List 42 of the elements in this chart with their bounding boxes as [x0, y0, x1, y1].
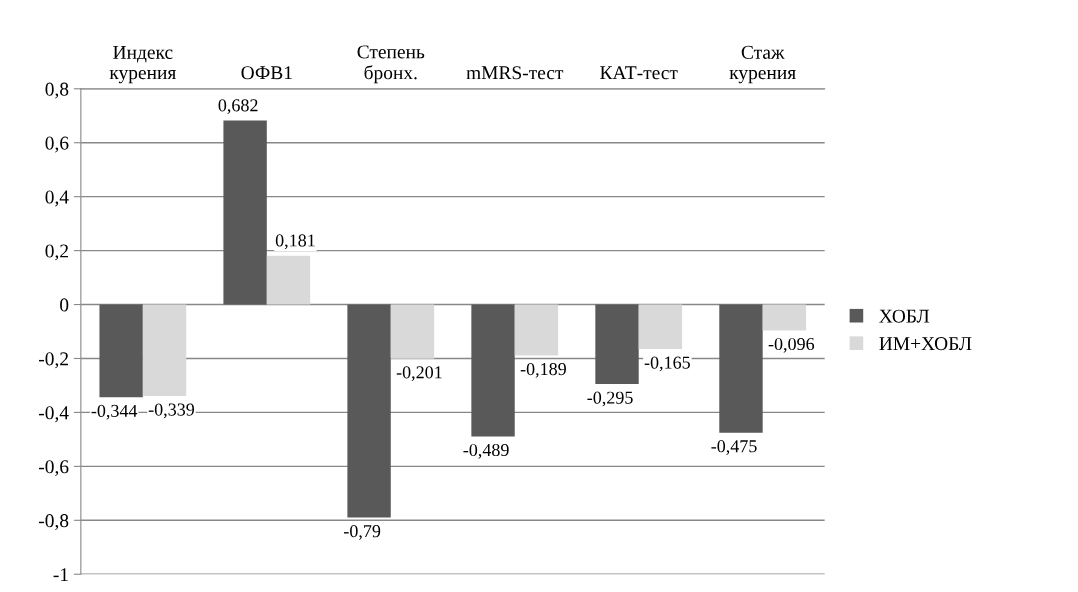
bar	[638, 304, 683, 350]
bar	[719, 304, 763, 433]
data-label: -0,189	[520, 362, 566, 378]
bar	[266, 255, 311, 305]
x-tick-label: КАТ-тест	[600, 66, 678, 80]
data-label: 0,682	[218, 99, 258, 114]
y-tick-label: -0,6	[38, 460, 69, 477]
y-tick-label: 0,6	[45, 136, 69, 153]
legend-label: ИМ+ХОБЛ	[879, 337, 972, 351]
data-label: -0,339	[148, 403, 195, 419]
y-tick-label: -0,8	[38, 514, 69, 531]
x-tick-label: Индекс курения	[109, 45, 176, 84]
y-tick-label: 0,8	[45, 82, 69, 99]
data-label: -0,475	[711, 440, 757, 455]
bar	[514, 304, 559, 356]
y-tick-label: 0,4	[45, 190, 69, 207]
bar	[471, 304, 515, 437]
bar	[99, 304, 143, 398]
x-tick-label: ОФВ1	[241, 66, 292, 80]
y-tick-label: 0,2	[45, 244, 68, 261]
bar	[595, 304, 639, 385]
bar	[223, 120, 267, 305]
x-tick-label: Степень бронх.	[357, 45, 425, 84]
data-label: -0,489	[463, 443, 509, 459]
y-tick-label: -0,4	[38, 406, 69, 423]
bar	[390, 304, 435, 359]
x-tick-label: Стаж курения	[729, 45, 796, 84]
data-label: -0,344	[91, 404, 138, 420]
y-tick-label: -0,2	[38, 352, 68, 369]
data-label: -0,79	[344, 525, 381, 540]
data-label: 0,181	[275, 234, 315, 250]
bar	[142, 304, 187, 396]
x-tick-label: mMRS-тест	[466, 66, 564, 80]
y-tick-label: -1	[53, 568, 68, 581]
y-tick-label: 0	[60, 298, 69, 312]
bar	[347, 304, 391, 518]
data-label: -0,295	[587, 391, 633, 407]
bar	[762, 304, 807, 331]
legend-label: ХОБЛ	[879, 309, 930, 323]
data-label: -0,165	[644, 356, 690, 372]
data-label: -0,201	[396, 366, 442, 382]
data-label: -0,096	[768, 337, 815, 353]
